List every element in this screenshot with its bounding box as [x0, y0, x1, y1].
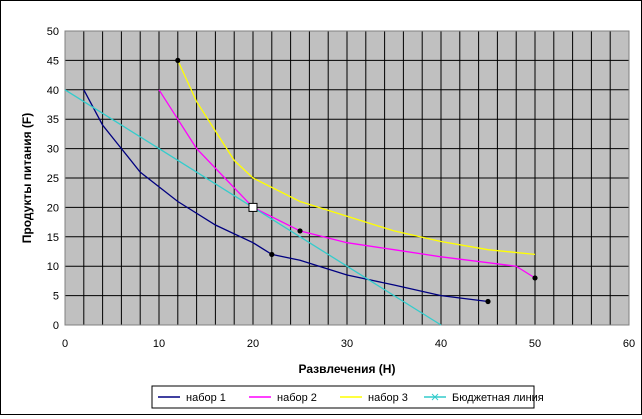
x-tick-label: 60: [623, 338, 635, 350]
y-tick-label: 50: [47, 26, 59, 38]
markers-layer: [175, 57, 538, 305]
y-tick-label: 40: [47, 85, 59, 97]
legend-label-1: набор 1: [186, 392, 226, 404]
x-tick-label: 20: [247, 338, 259, 350]
data-point-marker: [175, 57, 181, 64]
y-tick-label: 35: [47, 114, 59, 126]
y-tick-labels: 0 5 10 15 20 25 30 35 40 45 50: [47, 26, 59, 332]
y-tick-label: 15: [47, 232, 59, 244]
intersection-marker: [248, 202, 258, 212]
x-axis-title: Развлечения (H): [299, 362, 396, 376]
legend-label-2: набор 2: [277, 392, 317, 404]
x-tick-label: 10: [153, 338, 165, 350]
y-tick-label: 5: [53, 291, 59, 303]
y-tick-label: 10: [47, 261, 59, 273]
x-tick-label: 0: [62, 338, 68, 350]
legend-marker-cross: [431, 393, 439, 401]
x-tick-label: 40: [435, 338, 447, 350]
y-tick-label: 20: [47, 202, 59, 214]
data-point-marker: [269, 251, 275, 258]
y-tick-label: 45: [47, 55, 59, 67]
y-tick-label: 30: [47, 144, 59, 156]
y-axis-title: Продукты питания (F): [20, 113, 34, 244]
x-tick-label: 50: [529, 338, 541, 350]
series-line-1: [83, 89, 489, 303]
x-tick-label: 30: [341, 338, 353, 350]
data-point-marker: [532, 275, 538, 281]
legend-label-3: набор 3: [368, 392, 408, 404]
y-tick-label: 25: [47, 173, 59, 185]
series-line-3: [177, 60, 536, 256]
y-tick-label: 0: [53, 320, 59, 332]
plot-border: [64, 30, 630, 326]
legend-label-4: Бюджетная линия: [452, 392, 544, 404]
x-tick-labels: 0 10 20 30 40 50 60: [62, 338, 635, 350]
data-point-marker: [485, 298, 491, 305]
data-point-marker: [297, 228, 303, 234]
legend: набор 1 набор 2 набор 3 Бюджетная линия: [151, 385, 544, 409]
